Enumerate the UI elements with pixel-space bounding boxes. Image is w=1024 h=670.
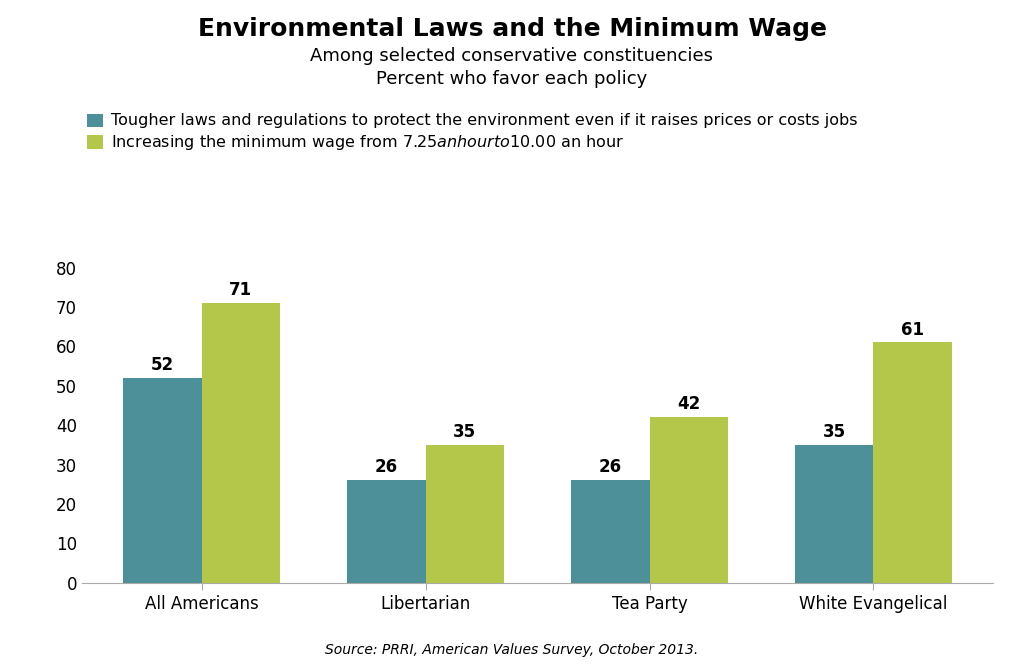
Bar: [426, 445, 504, 583]
Bar: [123, 378, 202, 583]
Text: Tougher laws and regulations to protect the environment even if it raises prices: Tougher laws and regulations to protect …: [111, 113, 857, 128]
Text: 26: 26: [599, 458, 622, 476]
Text: 71: 71: [229, 281, 253, 299]
Bar: [571, 480, 649, 583]
Bar: [347, 480, 426, 583]
Text: 35: 35: [454, 423, 476, 441]
Text: 52: 52: [151, 356, 174, 374]
Bar: [795, 445, 873, 583]
Text: 26: 26: [375, 458, 398, 476]
Bar: [649, 417, 728, 583]
Text: Source: PRRI, American Values Survey, October 2013.: Source: PRRI, American Values Survey, Oc…: [326, 643, 698, 657]
Text: Increasing the minimum wage from $7.25 an hour to $10.00 an hour: Increasing the minimum wage from $7.25 a…: [111, 133, 624, 151]
Bar: [202, 303, 281, 583]
Text: 35: 35: [822, 423, 846, 441]
Text: Environmental Laws and the Minimum Wage: Environmental Laws and the Minimum Wage: [198, 17, 826, 41]
Text: 42: 42: [677, 395, 700, 413]
Bar: [873, 342, 952, 583]
Text: Percent who favor each policy: Percent who favor each policy: [377, 70, 647, 88]
Text: 61: 61: [901, 320, 925, 338]
Text: Among selected conservative constituencies: Among selected conservative constituenci…: [310, 47, 714, 65]
